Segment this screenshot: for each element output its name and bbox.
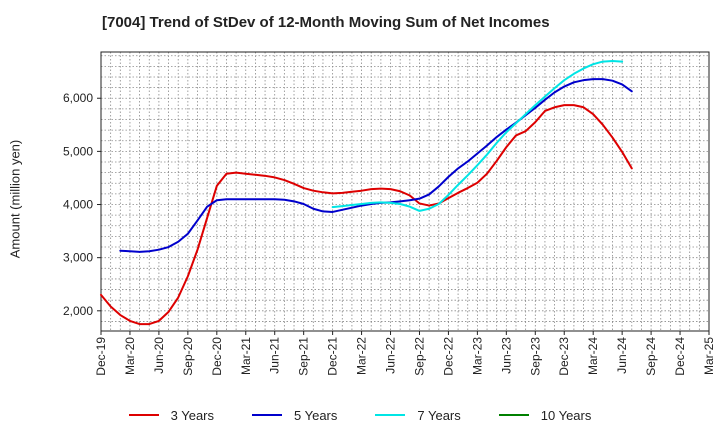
line-chart: 2,000 3,000 4,000 5,000 6,000 Dec-19 Mar-20 Jun…: [63, 51, 716, 376]
legend-label: 3 Years: [170, 407, 214, 423]
x-tick-label: Mar-24: [586, 337, 600, 375]
legend-label: 7 Years: [417, 407, 461, 423]
legend-item-10-years: 10 Years: [498, 404, 592, 426]
y-tick-label: 5,000: [63, 144, 93, 158]
plot-area: [101, 52, 709, 331]
y-tick-label: 4,000: [63, 198, 93, 212]
plot-frame: [100, 51, 710, 332]
x-tick-label: Sep-20: [181, 337, 195, 376]
x-tick-label: Mar-23: [470, 337, 484, 375]
x-tick-label: Dec-23: [557, 337, 571, 376]
x-tick-label: Jun-23: [499, 337, 513, 374]
legend-item-3-years: 3 Years: [128, 404, 214, 426]
legend-label: 5 Years: [294, 407, 338, 423]
y-tick-label: 2,000: [63, 304, 93, 318]
x-tick-label: Sep-23: [528, 337, 542, 376]
x-tick-label: Sep-24: [644, 337, 658, 376]
legend-label: 10 Years: [540, 407, 592, 423]
chart-legend: 3 Years 5 Years 7 Years 10 Years: [0, 404, 720, 426]
x-tick-label: Dec-19: [94, 337, 108, 376]
x-tick-label: Jun-22: [384, 337, 398, 374]
x-tick-label: Dec-21: [326, 337, 340, 376]
x-tick-label: Mar-20: [123, 337, 137, 375]
legend-swatch: [498, 414, 529, 416]
x-tick-label: Jun-21: [268, 337, 282, 374]
x-tick-label: Mar-22: [355, 337, 369, 375]
x-tick-label: Mar-21: [239, 337, 253, 375]
series-line-7-years: [331, 60, 624, 212]
legend-swatch: [128, 414, 159, 416]
x-tick-label: Sep-21: [297, 337, 311, 376]
x-tick-label: Dec-24: [673, 337, 687, 376]
x-tick-label: Dec-20: [210, 337, 224, 376]
x-tick-label: Dec-22: [441, 337, 455, 376]
x-tick-label: Jun-24: [615, 337, 629, 374]
x-tick-label: Jun-20: [152, 337, 166, 374]
x-tick-label: Mar-25: [702, 337, 716, 375]
legend-item-7-years: 7 Years: [375, 404, 461, 426]
legend-swatch: [252, 414, 282, 416]
y-tick-label: 6,000: [63, 91, 93, 105]
series-line-3-years: [100, 104, 633, 326]
chart-title: [7004] Trend of StDev of 12-Month Moving…: [102, 14, 550, 31]
legend-swatch: [375, 414, 406, 416]
x-tick-label: Sep-22: [412, 337, 426, 376]
legend-item-5-years: 5 Years: [252, 404, 337, 426]
y-tick-label: 3,000: [63, 251, 93, 265]
